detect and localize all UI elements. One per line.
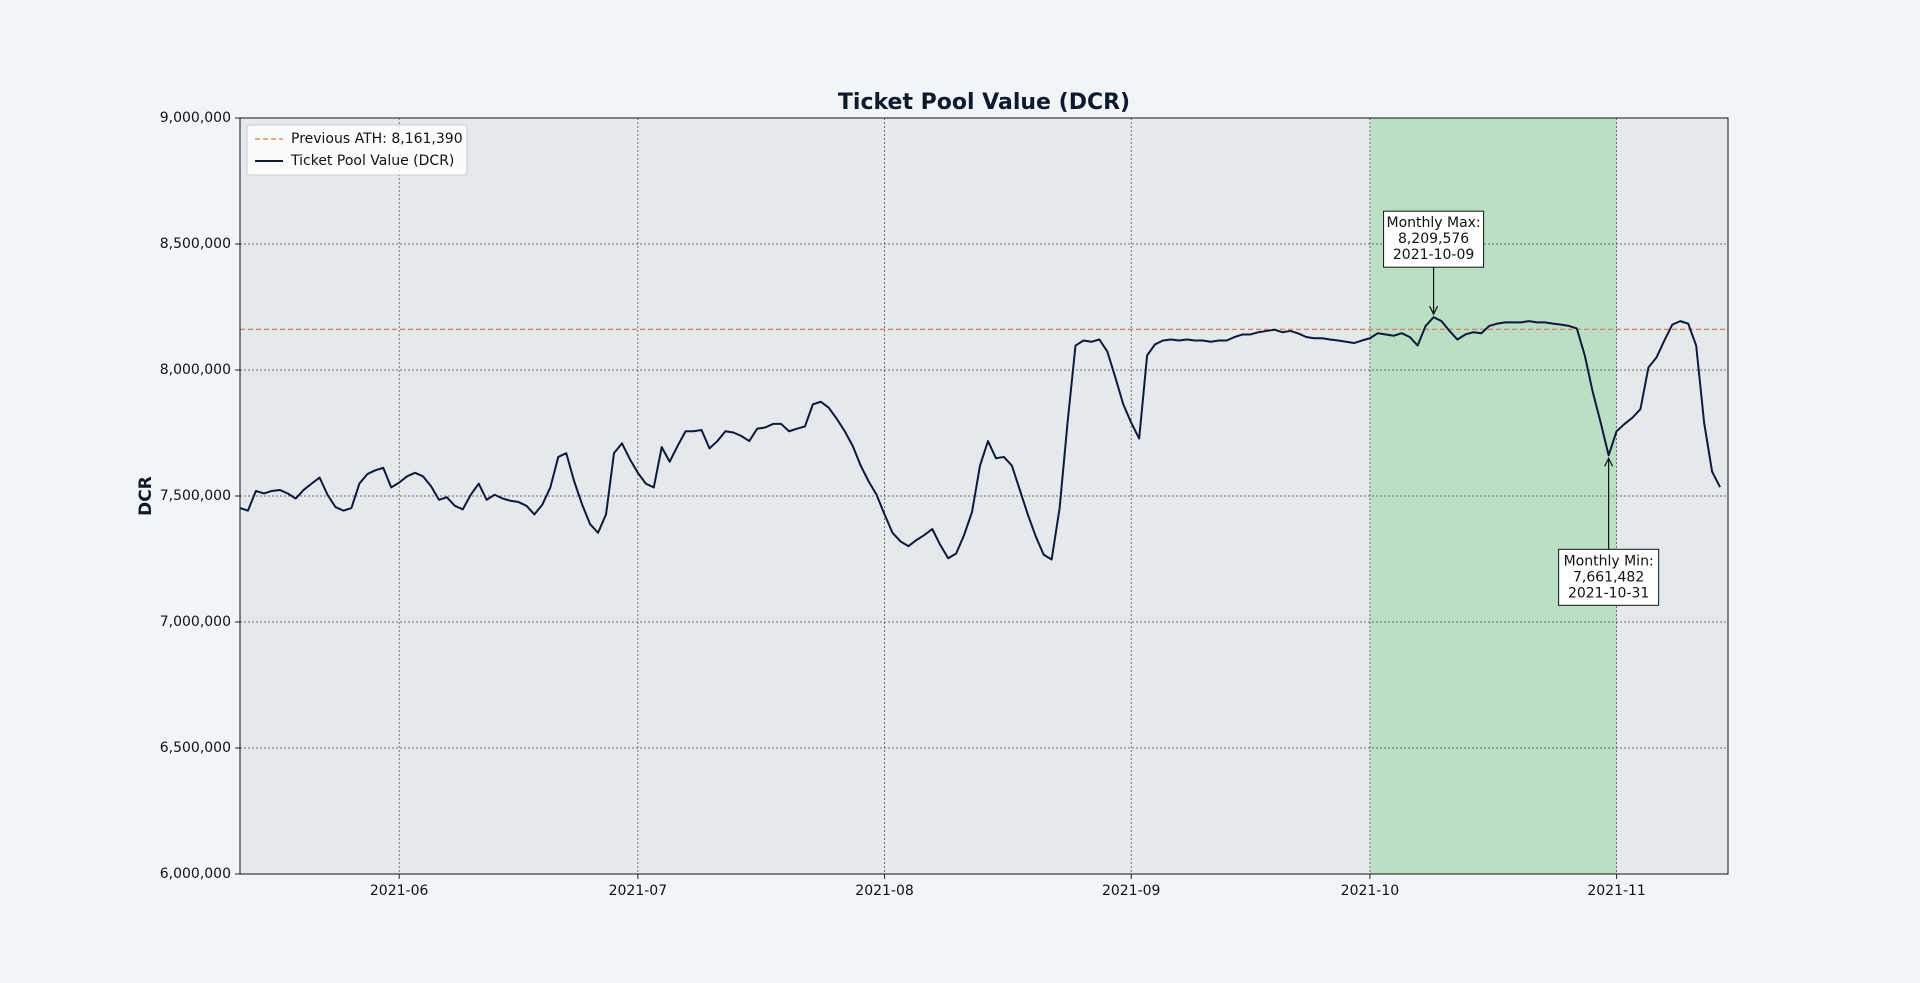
y-tick-label: 7,500,000: [160, 488, 231, 504]
x-tick-label: 2021-11: [1587, 883, 1646, 899]
annotation-text: Monthly Max:: [1386, 215, 1480, 231]
y-tick-label: 8,500,000: [160, 236, 231, 252]
annotation-box: [1383, 210, 1485, 268]
annotation-text: 7,661,482: [1573, 569, 1644, 585]
annotation-text: 2021-10-31: [1568, 585, 1649, 601]
legend-label: Ticket Pool Value (DCR): [290, 153, 454, 169]
annotation-text: 2021-10-09: [1393, 247, 1474, 263]
y-tick-label: 7,000,000: [160, 614, 231, 630]
legend: Previous ATH: 8,161,390 Ticket Pool Value…: [246, 124, 468, 176]
legend-box: [246, 124, 468, 176]
y-tick-label: 8,000,000: [160, 362, 231, 378]
y-tick-label: 9,000,000: [160, 110, 231, 126]
legend-label: Previous ATH: 8,161,390: [291, 131, 463, 147]
axes-frame: [239, 117, 1729, 875]
annotation-text: 8,209,576: [1398, 231, 1469, 247]
chart-title: Ticket Pool Value (DCR): [838, 90, 1130, 115]
annotation-text: Monthly Min:: [1564, 553, 1654, 569]
annotation-box: [1558, 548, 1660, 606]
y-tick-label: 6,500,000: [160, 740, 231, 756]
data-line: [239, 316, 1721, 561]
x-tick-label: 2021-09: [1102, 883, 1161, 899]
x-tick-label: 2021-07: [609, 883, 668, 899]
x-tick-label: 2021-06: [370, 883, 429, 899]
y-tick-label: 6,000,000: [160, 866, 231, 882]
arrow-head: [1429, 305, 1439, 316]
x-tick-label: 2021-10: [1341, 883, 1400, 899]
y-axis-label: DCR: [136, 476, 156, 516]
arrow-head: [1604, 456, 1614, 467]
x-tick-label: 2021-08: [855, 883, 914, 899]
